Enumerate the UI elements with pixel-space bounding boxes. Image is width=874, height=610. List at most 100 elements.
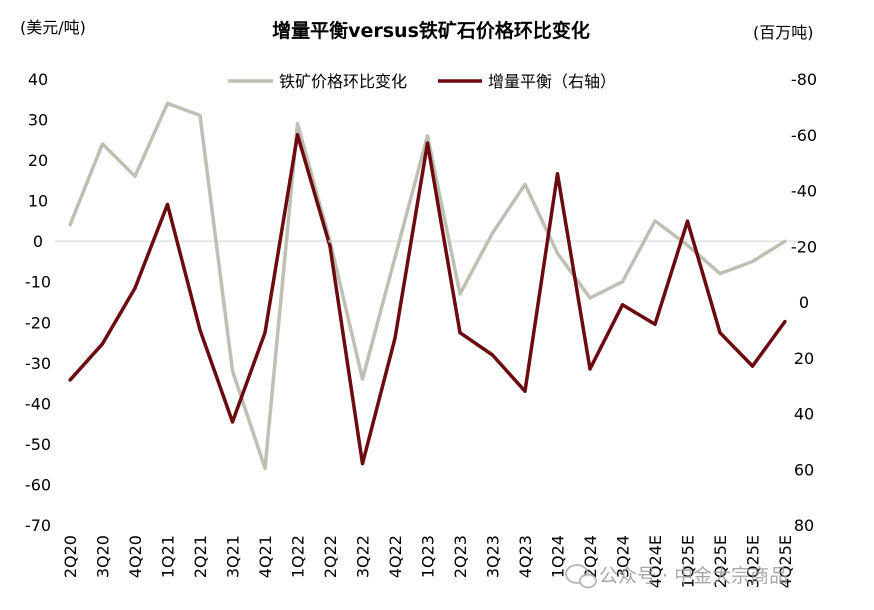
legend-label-balance: 增量平衡（右轴） (488, 72, 616, 91)
balance-point (458, 331, 462, 335)
iron-ore-point (263, 466, 267, 470)
iron-ore-point (555, 251, 560, 255)
iron-ore-point (490, 231, 495, 235)
left-axis-tick-label: 20 (28, 151, 48, 170)
chart-titles: 增量平衡versus铁矿石价格环比变化 (美元/吨) (百万吨) (20, 18, 814, 42)
x-axis-tick-label: 2Q24 (581, 535, 600, 578)
balance-point (393, 336, 397, 340)
balance-point (68, 378, 72, 382)
x-axis-tick-label: 4Q20 (126, 535, 145, 578)
iron-ore-point (588, 296, 592, 300)
x-axis-tick-label: 1Q22 (289, 535, 308, 578)
iron-ore-point (685, 243, 690, 247)
left-axis-tick-label: -20 (25, 313, 51, 332)
chart-title: 增量平衡versus铁矿石价格环比变化 (272, 19, 590, 42)
iron-ore-point (328, 239, 332, 243)
left-axis: 40 30 20 10 0 -10 -20 -30 -40 -50 -60 -70 (25, 70, 51, 535)
left-axis-tick-label: 10 (28, 192, 48, 211)
balance-point (328, 244, 332, 248)
iron-ore-point (230, 369, 235, 373)
legend: 铁矿价格环比变化 增量平衡（右轴） (228, 72, 616, 91)
iron-ore-point (133, 174, 137, 178)
iron-ore-point (393, 255, 397, 259)
x-axis-tick-label: 2Q21 (191, 535, 210, 578)
iron-ore-point (620, 280, 625, 284)
balance-point (360, 462, 365, 466)
balance-point (263, 331, 267, 335)
balance-point (230, 420, 235, 424)
iron-ore-point (523, 182, 527, 187)
points-iron-ore (68, 101, 787, 470)
right-axis-unit: (百万吨) (753, 23, 814, 42)
left-axis-tick-label: -40 (25, 394, 51, 413)
x-axis: 2Q20 3Q20 4Q20 1Q21 2Q21 3Q21 4Q21 1Q22 2Q22 3Q22… (61, 535, 795, 588)
x-axis-tick-label: 4Q22 (386, 535, 405, 578)
right-axis-tick-label: 40 (794, 405, 814, 424)
iron-ore-point (100, 142, 105, 146)
series-line-iron-ore-price-change (68, 101, 786, 470)
right-axis-tick-label: 80 (794, 516, 814, 535)
iron-ore-point (425, 134, 430, 138)
left-axis-tick-label: -70 (25, 516, 51, 535)
x-axis-tick-label: 1Q21 (159, 535, 178, 578)
x-axis-tick-label: 4Q21 (256, 535, 275, 578)
balance-point (490, 353, 495, 357)
iron-ore-point (750, 259, 755, 264)
balance-point (425, 141, 430, 145)
left-axis-tick-label: -30 (25, 354, 51, 373)
iron-ore-point (165, 101, 170, 105)
right-axis-tick-label: -20 (791, 237, 817, 256)
right-axis-tick-label: 60 (794, 460, 814, 479)
x-axis-tick-label: 4Q24E (646, 535, 665, 588)
balance-point (555, 172, 560, 176)
left-axis-tick-label: 0 (33, 232, 43, 251)
x-axis-tick-label: 2Q25E (711, 535, 730, 588)
balance-point (295, 133, 300, 137)
balance-point (100, 342, 105, 346)
x-axis-tick-label: 2Q20 (61, 535, 80, 578)
points-balance (68, 133, 787, 466)
watermark-text: 公众号 · 中金大宗商品 (599, 565, 788, 587)
left-axis-tick-label: 30 (28, 111, 48, 130)
x-axis-tick-label: 1Q24 (549, 535, 568, 578)
x-axis-tick-label: 2Q23 (451, 535, 470, 578)
balance-point (165, 202, 170, 207)
x-axis-tick-label: 4Q23 (516, 535, 535, 578)
x-axis-tick-label: 2Q22 (321, 535, 340, 578)
iron-ore-point (783, 239, 787, 243)
iron-ore-point (198, 113, 202, 118)
balance-point (718, 331, 722, 335)
left-axis-tick-label: -60 (25, 475, 51, 494)
x-axis-tick-label: 3Q20 (94, 535, 113, 578)
right-axis-tick-label: -80 (791, 70, 817, 89)
iron-ore-point (68, 223, 72, 227)
legend-label-iron-ore: 铁矿价格环比变化 (279, 72, 407, 91)
left-axis-unit: (美元/吨) (20, 18, 86, 37)
iron-ore-point (718, 272, 722, 276)
balance-point (783, 319, 787, 324)
right-axis-tick-label: 0 (799, 293, 809, 312)
balance-point (620, 303, 625, 307)
balance-point (653, 322, 657, 326)
left-axis-tick-label: -10 (25, 273, 51, 292)
x-axis-tick-label: 3Q24 (614, 535, 633, 578)
iron-ore-point (458, 292, 462, 296)
balance-point (685, 219, 690, 223)
watermark: 公众号 · 中金大宗商品 (565, 564, 788, 589)
iron-ore-point (360, 377, 365, 381)
x-axis-tick-label: 1Q23 (419, 535, 438, 578)
x-axis-tick-label: 4Q25E (776, 535, 795, 588)
balance-point (198, 328, 202, 332)
balance-point (750, 364, 755, 368)
x-axis-tick-label: 3Q23 (484, 535, 503, 578)
right-axis-tick-label: -60 (791, 126, 817, 145)
x-axis-tick-label: 3Q22 (354, 535, 373, 578)
left-axis-tick-label: -50 (25, 435, 51, 454)
right-axis-tick-label: 20 (794, 349, 814, 368)
balance-point (133, 286, 137, 290)
x-axis-tick-label: 3Q25E (744, 535, 763, 588)
wechat-icon (565, 564, 597, 589)
x-axis-tick-label: 3Q21 (224, 535, 243, 578)
iron-ore-point (295, 122, 300, 126)
